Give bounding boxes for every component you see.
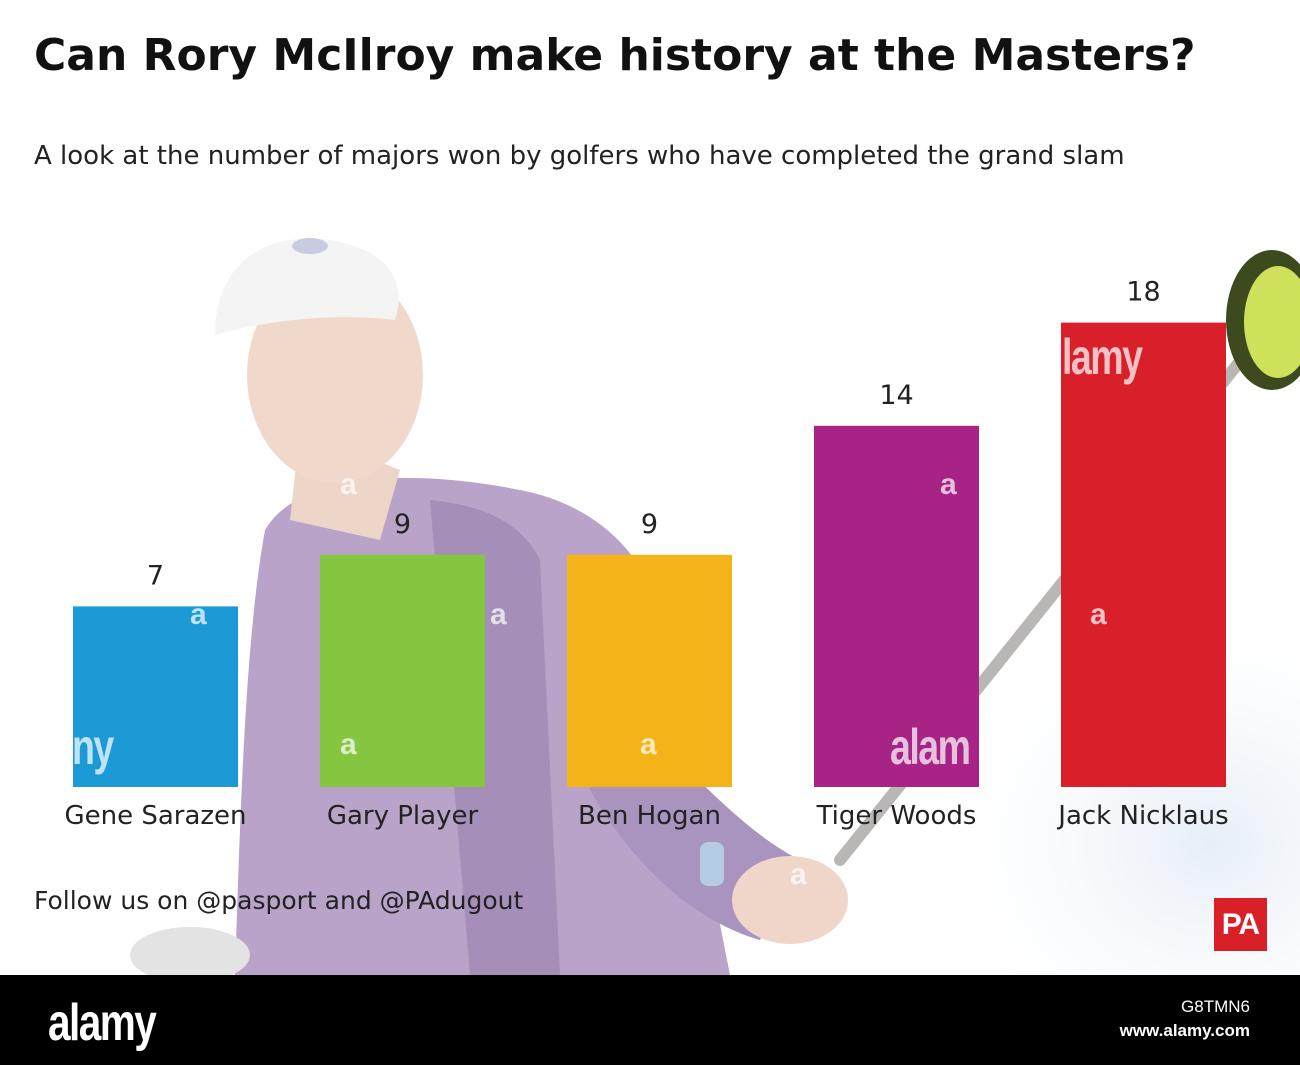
category-label: Jack Nicklaus	[1056, 801, 1228, 831]
data-label: 9	[641, 509, 658, 540]
category-label: Gene Sarazen	[64, 801, 246, 831]
bar-gene-sarazen	[73, 606, 238, 787]
category-label: Gary Player	[327, 801, 479, 831]
bar-ben-hogan	[567, 554, 732, 787]
data-label: 9	[394, 509, 411, 540]
bar-jack-nicklaus	[1061, 322, 1226, 787]
chart-subtitle: A look at the number of majors won by go…	[34, 141, 1125, 171]
infographic: Can Rory McIlroy make history at the Mas…	[34, 30, 1300, 975]
pa-logo: PA	[1214, 898, 1267, 951]
bar-tiger-woods	[814, 425, 979, 787]
bar-chart: 7 Gene Sarazen 9 Gary Player 9 Ben Hogan 14 Tig…	[64, 277, 1228, 831]
chart-title: Can Rory McIlroy make history at the Mas…	[34, 30, 1196, 81]
category-label: Ben Hogan	[578, 801, 721, 831]
bar-gary-player	[320, 554, 485, 787]
follow-us-text: Follow us on @pasport and @PAdugout	[34, 886, 524, 915]
image-id: G8TMN6	[1181, 997, 1250, 1016]
category-label: Tiger Woods	[816, 801, 977, 831]
alamy-logo: alamy	[48, 994, 157, 1052]
data-label: 7	[147, 560, 164, 591]
data-label: 18	[1126, 277, 1160, 308]
data-label: 14	[879, 380, 913, 411]
stock-footer-bar: alamy G8TMN6 www.alamy.com	[0, 975, 1300, 1065]
stock-url: www.alamy.com	[1119, 1021, 1250, 1040]
